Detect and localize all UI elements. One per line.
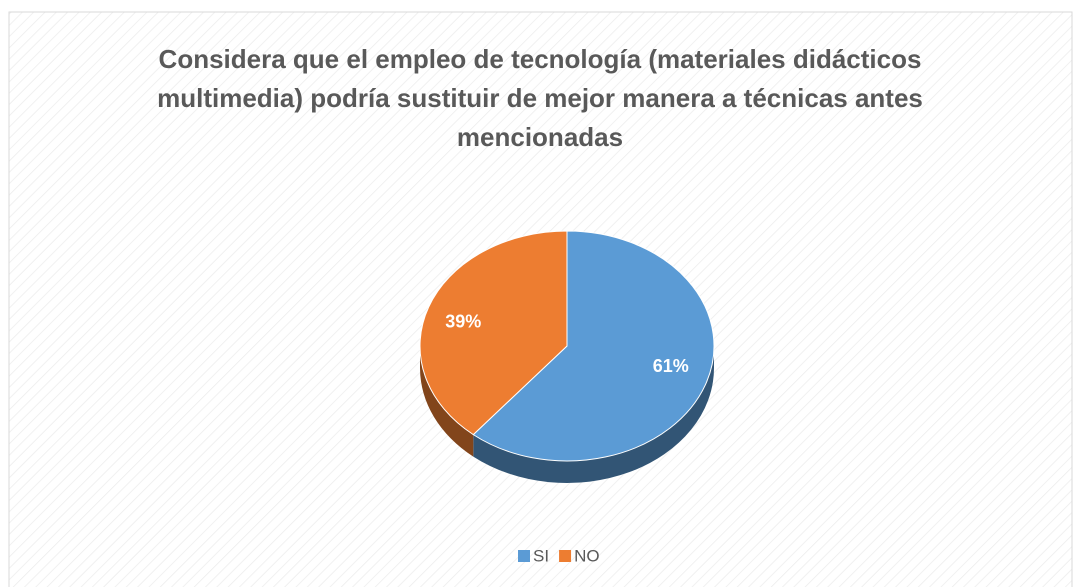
slice-side — [473, 346, 714, 483]
pie-slice — [472, 230, 715, 462]
data-label: 61% — [653, 356, 689, 376]
legend-swatch — [559, 550, 572, 562]
legend-label: NO — [574, 546, 600, 565]
legend-label: SI — [533, 546, 549, 565]
pie-slice — [419, 230, 568, 436]
data-label: 39% — [445, 311, 481, 331]
legend-swatch — [518, 550, 530, 562]
slice-side — [420, 346, 474, 457]
chart-title: Considera que el empleo de tecnología (m… — [157, 44, 923, 152]
